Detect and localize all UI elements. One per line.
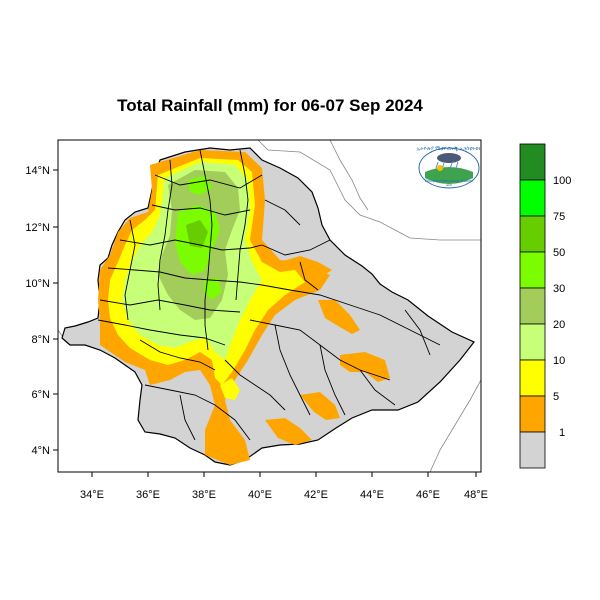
admin-boundaries [97, 149, 441, 441]
svg-text:EMI: EMI [446, 183, 452, 187]
y-tick-label: 8°N [32, 334, 51, 346]
neighbor-borders [57, 139, 482, 473]
y-tick-label: 10°N [25, 278, 50, 290]
svg-text:ኢትዮጵያ ሚቲዮሮሎጂ ኢንስቲትዩት: ኢትዮጵያ ሚቲዮሮሎጂ ኢንስቲትዩት [417, 146, 483, 152]
legend-swatch [519, 395, 546, 433]
legend-labels: 100 75 50 30 20 10 5 1 [553, 175, 571, 439]
y-tick-label: 12°N [25, 222, 50, 234]
legend-swatch [519, 215, 546, 253]
legend-swatch [519, 287, 546, 325]
legend-label: 5 [553, 391, 559, 403]
y-tick-label: 6°N [32, 389, 51, 401]
x-tick-label: 44°E [360, 489, 384, 501]
legend-colorbar [519, 143, 546, 469]
legend-swatch [519, 179, 546, 217]
legend-label: 10 [553, 355, 565, 367]
x-tick-label: 48°E [464, 489, 488, 501]
x-tick-labels: 34°E 36°E 38°E 40°E 42°E 44°E 46°E 48°E [80, 489, 488, 501]
legend-label: 50 [553, 247, 565, 259]
legend-swatch [519, 143, 546, 181]
legend-label: 30 [553, 283, 565, 295]
ethiopian-meteorology-institute-logo: ኢትዮጵያ ሚቲዮሮሎጂ ኢንስቲትዩት Ethiopian Meteorolo… [417, 146, 483, 189]
x-tick-label: 40°E [248, 489, 272, 501]
x-tick-label: 36°E [136, 489, 160, 501]
x-tick-label: 46°E [416, 489, 440, 501]
x-tick-label: 34°E [80, 489, 104, 501]
x-tick-label: 42°E [304, 489, 328, 501]
legend-label: 100 [553, 175, 571, 187]
axis-ticks [53, 169, 477, 477]
y-tick-labels: 14°N 12°N 10°N 8°N 6°N 4°N [25, 165, 50, 457]
legend-swatch [519, 431, 546, 469]
svg-text:Ethiopian Meteorology Institut: Ethiopian Meteorology Institute [425, 179, 473, 183]
y-tick-label: 14°N [25, 165, 50, 177]
legend-label: 20 [553, 319, 565, 331]
y-tick-label: 4°N [32, 445, 51, 457]
legend-swatch [519, 323, 546, 361]
legend-swatch [519, 359, 546, 397]
legend-label: 1 [559, 427, 565, 439]
x-tick-label: 38°E [192, 489, 216, 501]
legend-label: 75 [553, 211, 565, 223]
map-title: Total Rainfall (mm) for 06-07 Sep 2024 [117, 96, 423, 115]
legend-swatch [519, 251, 546, 289]
